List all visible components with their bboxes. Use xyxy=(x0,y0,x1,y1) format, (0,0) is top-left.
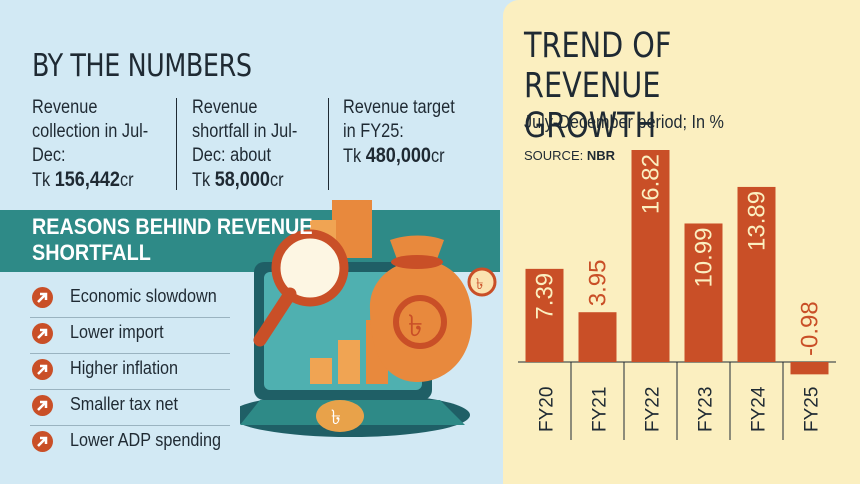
value-label: 10.99 xyxy=(691,227,718,287)
chart-subtitle: July-December period; In % xyxy=(524,112,724,132)
category-label: FY24 xyxy=(749,386,770,432)
reason-label: Higher inflation xyxy=(70,358,179,378)
coin-icon xyxy=(467,267,497,297)
chart-panel xyxy=(503,0,860,484)
svg-text:৳: ৳ xyxy=(476,275,483,293)
bar-fy21 xyxy=(578,312,617,362)
bar-fy22 xyxy=(631,150,670,362)
money-bag-icon xyxy=(369,260,472,382)
svg-text:৳: ৳ xyxy=(331,405,341,429)
stat-revenue-shortfall: Revenue shortfall in Jul-Dec: about Tk 5… xyxy=(192,96,332,193)
stat-divider xyxy=(176,98,177,190)
bar-fy25 xyxy=(790,362,829,375)
arrow-icon xyxy=(32,395,53,416)
chart-source: SOURCE: NBR xyxy=(524,148,616,163)
category-label: FY22 xyxy=(643,387,664,432)
category-label: FY25 xyxy=(802,387,823,432)
magnifier-icon xyxy=(271,229,349,307)
reason-item: Higher inflation xyxy=(30,354,230,390)
reason-label: Smaller tax net xyxy=(70,394,179,414)
reasons-heading: REASONS BEHIND REVENUE SHORTFALL xyxy=(32,214,313,265)
reason-item: Lower ADP spending xyxy=(30,426,230,462)
reason-item: Lower import xyxy=(30,318,230,354)
category-label: FY20 xyxy=(537,387,558,432)
reason-label: Economic slowdown xyxy=(70,286,217,306)
value-label: 7.39 xyxy=(532,273,559,320)
value-label: 13.89 xyxy=(744,191,771,251)
stat-label: Revenue target in FY25: xyxy=(343,97,455,142)
category-label: FY23 xyxy=(696,387,717,432)
laptop-money-illustration: ৳ ৳ ৳ xyxy=(240,200,497,437)
bar-fy20 xyxy=(525,268,564,362)
arrow-icon xyxy=(32,323,53,344)
stat-value: Tk 156,442cr xyxy=(32,168,134,191)
stat-label: Revenue shortfall in Jul-Dec: about xyxy=(192,97,298,166)
value-label: -0.98 xyxy=(797,301,824,356)
bar-fy23 xyxy=(684,223,723,362)
bar-fy24 xyxy=(737,186,776,362)
reason-item: Smaller tax net xyxy=(30,390,230,426)
category-label: FY21 xyxy=(590,387,611,432)
value-label: 3.95 xyxy=(585,259,612,306)
stat-label: Revenue collection in Jul-Dec: xyxy=(32,97,149,166)
stat-revenue-collection: Revenue collection in Jul-Dec: Tk 156,44… xyxy=(32,96,172,193)
stat-revenue-target: Revenue target in FY25: Tk 480,000cr xyxy=(343,96,483,169)
value-label: 16.82 xyxy=(638,154,665,214)
arrow-icon xyxy=(32,431,53,452)
stat-value: Tk 58,000cr xyxy=(192,168,284,191)
reason-label: Lower import xyxy=(70,322,164,342)
arrow-icon xyxy=(32,287,53,308)
coin-icon xyxy=(316,400,364,432)
stat-value: Tk 480,000cr xyxy=(343,144,445,167)
arrow-icon xyxy=(32,359,53,380)
by-the-numbers-heading: BY THE NUMBERS xyxy=(32,48,252,84)
reason-label: Lower ADP spending xyxy=(70,430,222,450)
revenue-growth-bar-chart: 7.39 FY20 3.95 FY21 16.82 FY22 10.99 FY23 13.89 F… xyxy=(518,150,836,440)
taka-symbol-icon: ৳ xyxy=(408,309,423,344)
reason-item: Economic slowdown xyxy=(30,282,230,318)
chart-title: TREND OF REVENUE GROWTH xyxy=(524,26,672,146)
stat-divider xyxy=(328,98,329,190)
